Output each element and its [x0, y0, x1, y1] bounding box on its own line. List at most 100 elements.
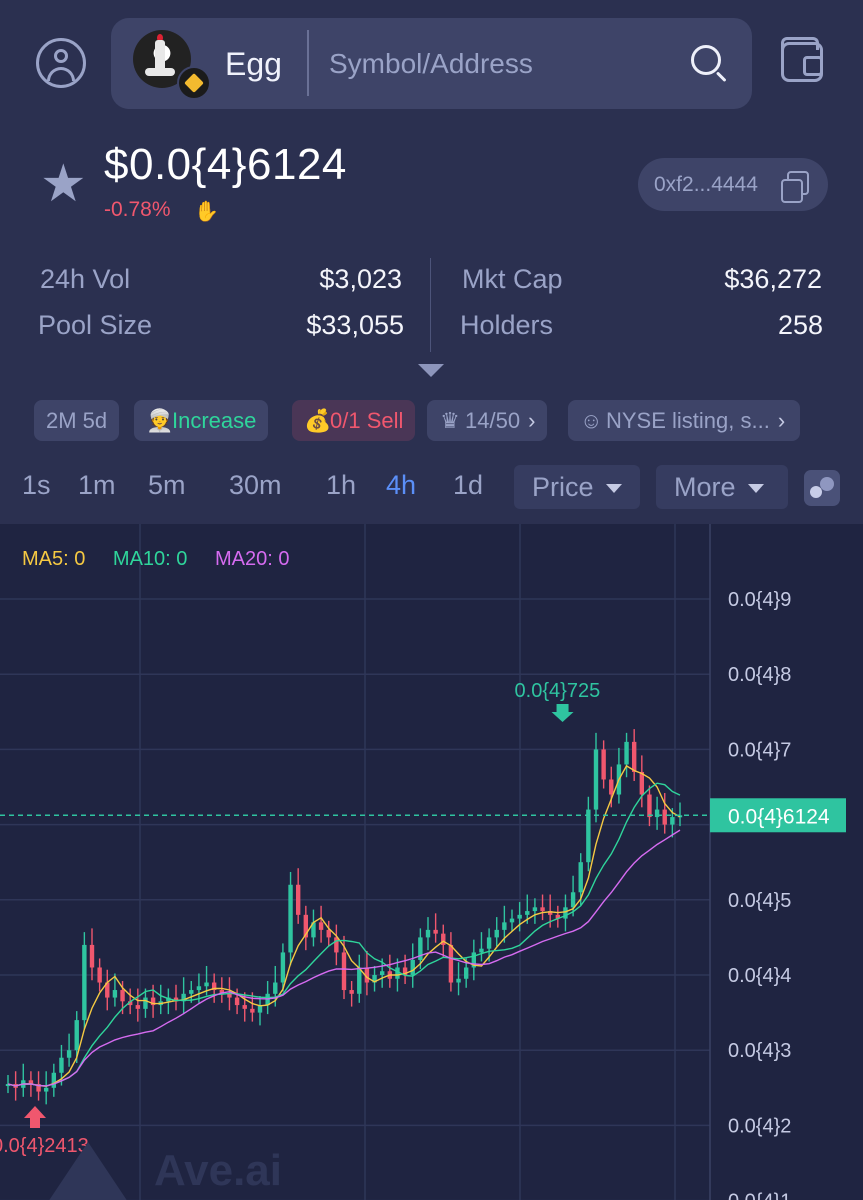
search-input[interactable]	[329, 44, 669, 84]
candle-body	[166, 997, 171, 1002]
token-price: $0.0{4}6124	[104, 140, 347, 189]
tag-rank[interactable]: ♛ 14/50 ›	[427, 400, 548, 441]
candle-body	[532, 907, 538, 912]
candle-body	[150, 997, 156, 1006]
y-tick-label: 0.0{4}1	[728, 1191, 791, 1200]
price-dropdown[interactable]: Price	[514, 465, 640, 509]
pool-value: $33,055	[306, 310, 404, 340]
arrow-up-icon	[24, 1106, 46, 1128]
contract-address-button[interactable]: 0xf2...4444	[638, 158, 828, 211]
candle-body	[234, 997, 240, 1006]
candle-body	[593, 749, 599, 810]
profile-icon[interactable]	[36, 38, 86, 88]
more-dropdown[interactable]: More	[656, 465, 788, 509]
copy-icon[interactable]	[781, 171, 809, 203]
candle-body	[547, 911, 553, 915]
candle-body	[578, 862, 583, 893]
candle-body	[204, 982, 209, 987]
crown-icon: ♛	[440, 408, 460, 433]
timeframe-5m[interactable]: 5m	[148, 470, 186, 500]
tag-age[interactable]: 2M 5d	[34, 400, 120, 441]
candle-body	[242, 1005, 247, 1009]
candle-body	[288, 884, 293, 953]
money-bag-icon: 💰	[304, 408, 332, 433]
timeframe-1d[interactable]: 1d	[453, 470, 484, 500]
wallet-icon[interactable]	[781, 37, 823, 82]
expand-stats-icon[interactable]	[418, 364, 444, 377]
candle-body	[127, 1001, 133, 1006]
y-tick-label: 0.0{4}3	[728, 1040, 791, 1062]
tag-news[interactable]: ☺ NYSE listing, s... ›	[568, 400, 800, 441]
token-symbol: Egg	[225, 46, 282, 82]
price-chart[interactable]: 0.0{4}9 0.0{4}8 0.0{4}7 0.0{4}5 0.0{4}4 0.0{4…	[0, 524, 863, 1200]
candle-body	[357, 967, 362, 994]
candle-body	[639, 771, 645, 795]
candle-body	[471, 952, 477, 968]
ma5-line	[7, 764, 681, 1088]
candle-body	[303, 914, 309, 938]
candle-body	[364, 967, 370, 983]
candle-body	[74, 1020, 79, 1051]
more-dropdown-label: More	[674, 472, 736, 502]
candle-body	[433, 929, 438, 934]
search-icon[interactable]	[691, 45, 721, 75]
tag-rank-label: 14/50	[465, 408, 521, 433]
candle-body	[334, 937, 339, 953]
candle-body	[647, 794, 652, 818]
star-icon[interactable]: ★	[40, 155, 87, 213]
candle-body	[609, 779, 614, 795]
high-price-label: 0.0{4}725	[515, 680, 601, 702]
robot-icon: ☺	[580, 408, 603, 433]
candle-body	[570, 892, 576, 908]
ma20-label: MA20: 0	[214, 548, 290, 570]
indicators-icon[interactable]	[804, 470, 840, 506]
candle-body	[311, 922, 316, 938]
chevron-right-icon: ›	[777, 408, 786, 433]
tag-sell[interactable]: 💰0/1 Sell	[292, 400, 416, 441]
search-bar[interactable]: Egg	[111, 18, 752, 109]
current-price-label: 0.0{4}6124	[728, 805, 830, 828]
candle-body	[181, 993, 186, 1002]
candlestick-chart[interactable]: 0.0{4}9 0.0{4}8 0.0{4}7 0.0{4}5 0.0{4}4 0.0{4…	[0, 524, 863, 1200]
timeframe-1m[interactable]: 1m	[78, 470, 116, 500]
candle-body	[135, 1005, 141, 1009]
candle-body	[463, 967, 469, 979]
candle-body	[479, 948, 484, 953]
candle-body	[28, 1080, 34, 1085]
candle-body	[494, 929, 499, 938]
tag-sell-label: 0/1 Sell	[330, 408, 404, 433]
timeframe-4h[interactable]: 4h	[386, 470, 417, 500]
candle-body	[456, 978, 461, 983]
candle-body	[624, 741, 629, 765]
candle-body	[173, 997, 179, 1002]
caret-down-icon	[605, 484, 622, 494]
candle-body	[425, 929, 431, 938]
candle-body	[66, 1050, 72, 1058]
ma-legend: MA5: 0 MA10: 0 MA20: 0	[22, 548, 311, 571]
candle-body	[43, 1087, 49, 1092]
ma5-label: MA5: 0	[22, 548, 86, 570]
current-price-tag	[710, 798, 846, 833]
candle-body	[82, 944, 87, 1021]
candle-body	[89, 944, 95, 968]
candle-body	[631, 741, 637, 772]
person-icon: 👳	[146, 408, 174, 433]
candle-body	[257, 1005, 263, 1013]
mcap-label: Mkt Cap	[462, 264, 563, 294]
tag-age-label: 2M 5d	[46, 408, 108, 433]
candle-body	[349, 990, 354, 994]
timeframe-30m[interactable]: 30m	[229, 470, 282, 500]
timeframe-1s[interactable]: 1s	[22, 470, 51, 500]
candle-body	[105, 982, 110, 998]
pool-label: Pool Size	[38, 310, 153, 340]
timeframe-1h[interactable]: 1h	[326, 470, 357, 500]
candle-body	[662, 809, 667, 825]
candle-body	[326, 929, 331, 938]
candle-body	[555, 914, 561, 919]
candle-body	[402, 967, 408, 975]
candle-body	[601, 749, 606, 780]
holders-value: 258	[777, 310, 823, 340]
candle-body	[395, 967, 400, 979]
tag-trend[interactable]: 👳Increase	[134, 400, 269, 441]
candle-body	[36, 1084, 41, 1092]
